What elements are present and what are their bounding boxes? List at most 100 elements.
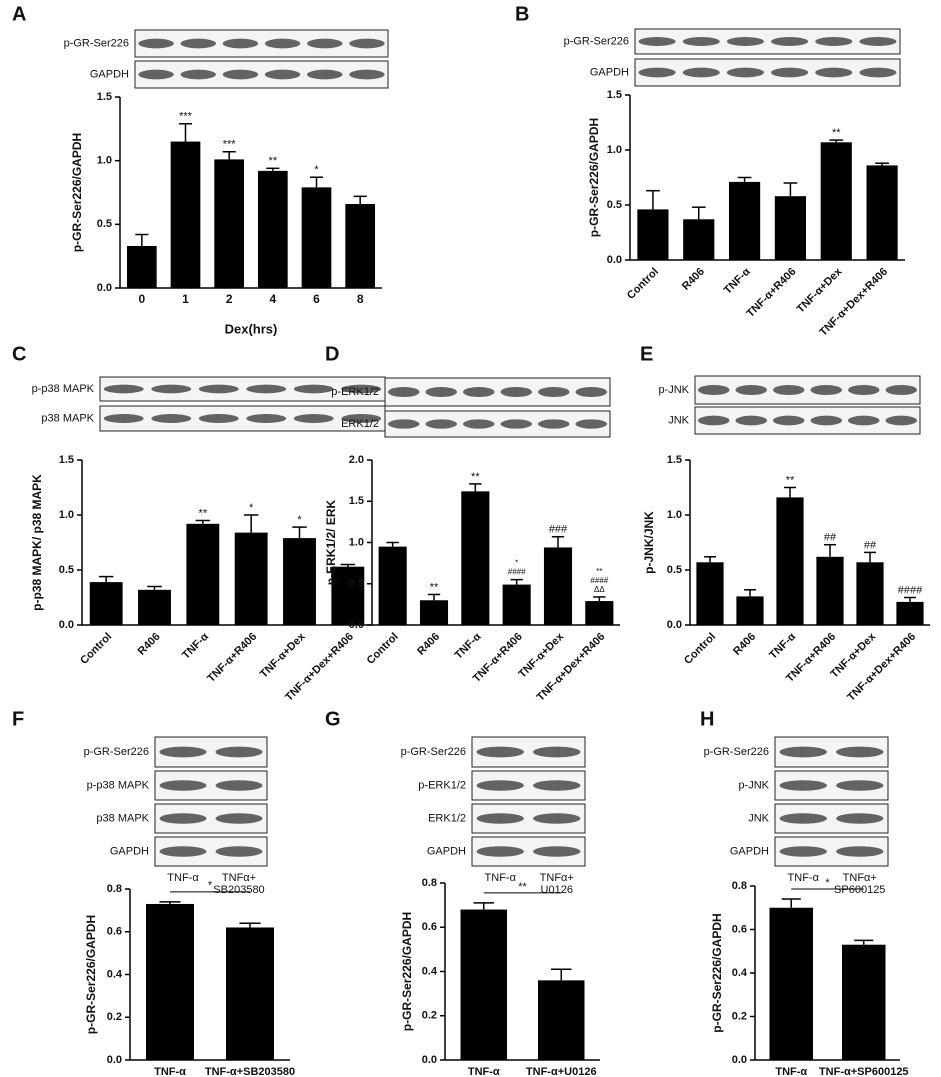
blot-label: p-ERK1/2 <box>418 779 466 791</box>
x-axis-label: Dex(hrs) <box>225 321 278 336</box>
y-tick-label: 0.8 <box>422 877 437 889</box>
x-tick-label: TNF-α <box>775 1066 807 1077</box>
significance-mark: ** <box>269 155 278 167</box>
blot-band <box>138 38 174 49</box>
blot-band <box>885 384 917 396</box>
blot-band <box>103 384 144 394</box>
significance-mark: ** <box>430 581 439 593</box>
significance-mark: ** <box>471 471 480 483</box>
y-tick-label: 0.0 <box>732 1054 747 1066</box>
blot-band <box>138 69 174 80</box>
blot-band <box>425 419 457 429</box>
blot-label: GAPDH <box>90 68 129 80</box>
blot-band <box>885 415 917 426</box>
blot-band <box>425 386 457 398</box>
x-tick-label: R406 <box>136 631 163 658</box>
blot-band <box>726 37 764 46</box>
blot-band <box>638 37 676 46</box>
x-tick-label: TNF-α <box>453 631 484 662</box>
blot-frame <box>134 29 389 58</box>
blot-band <box>810 384 842 396</box>
blot-band <box>349 69 385 80</box>
x-tick-label: Control <box>625 266 661 302</box>
blot-band <box>682 67 720 78</box>
significance-mark: * <box>208 880 213 892</box>
bar <box>283 538 316 625</box>
y-axis-label: p-GR-Ser226/GAPDH <box>400 912 414 1031</box>
blot-band <box>151 384 192 394</box>
bar <box>769 907 813 1060</box>
bar <box>419 600 449 625</box>
x-tick-label: TNF-α <box>468 1066 500 1077</box>
lane-label: TNF-α <box>167 872 199 884</box>
blot-band <box>388 419 420 429</box>
significance-mark: *** <box>179 111 193 123</box>
y-tick-label: 0.2 <box>107 1011 122 1023</box>
y-tick-label: 1.0 <box>97 155 112 167</box>
lane-label: SB203580 <box>213 884 264 896</box>
significance-mark: ** <box>596 567 602 576</box>
x-tick-label: R406 <box>415 631 442 658</box>
y-axis-label: p-JNK/JNK <box>642 511 656 574</box>
significance-mark: * <box>314 164 319 176</box>
blot-band <box>779 813 827 824</box>
y-tick-label: 0.0 <box>422 1054 437 1066</box>
x-tick-label: TNF-α+U0126 <box>526 1066 597 1077</box>
x-tick-label: Control <box>365 631 401 667</box>
bar <box>461 491 490 625</box>
blot-band <box>698 415 730 426</box>
y-tick-label: 1.0 <box>667 509 682 521</box>
y-tick-label: 0.0 <box>107 1054 122 1066</box>
y-tick-label: 0.2 <box>732 1010 747 1022</box>
bar <box>226 927 274 1060</box>
x-tick-label: TNF-α+Dex+R406 <box>845 631 918 704</box>
x-tick-label: TNF-α <box>722 266 753 297</box>
blot-band <box>151 414 192 423</box>
blot-frame <box>634 28 901 55</box>
bar <box>138 589 171 625</box>
blot-band <box>848 415 880 426</box>
y-tick-label: 0.0 <box>607 254 622 266</box>
y-tick-label: 1.0 <box>607 144 622 156</box>
x-tick-label: 0 <box>138 292 145 306</box>
y-tick-label: 0.5 <box>667 564 682 576</box>
blot-band <box>533 746 581 758</box>
blot-band <box>575 386 607 398</box>
significance-mark: ΔΔ <box>594 585 605 594</box>
blot-band <box>198 414 239 423</box>
blot-band <box>779 746 827 758</box>
bar <box>774 196 806 260</box>
x-tick-label: TNF-α+SB203580 <box>205 1066 295 1077</box>
blot-frame <box>99 405 386 432</box>
y-axis-label: p-GR-Ser226/GAPDH <box>84 915 98 1034</box>
significance-mark: #### <box>590 576 608 585</box>
bar <box>502 584 531 625</box>
x-tick-label: TNF-α+R406 <box>205 631 259 685</box>
significance-mark: ### <box>549 524 568 536</box>
significance-mark: ** <box>518 881 527 893</box>
x-tick-label: TNF-α+R406 <box>744 266 798 320</box>
blot-label: p-JNK <box>738 779 769 791</box>
blot-band <box>222 38 259 49</box>
blot-band <box>815 67 853 78</box>
x-tick-label: Control <box>78 631 114 667</box>
y-axis-label: p-GR-Ser226/GAPDH <box>587 118 601 237</box>
bar <box>170 141 201 288</box>
blot-band <box>726 67 764 78</box>
bar <box>234 532 268 625</box>
significance-mark: ** <box>199 507 208 519</box>
blot-frame <box>634 58 901 87</box>
panel-letter: B <box>515 3 529 25</box>
blot-band <box>859 67 897 78</box>
bar <box>776 497 804 625</box>
significance-mark: ** <box>832 127 841 139</box>
bar <box>696 562 724 625</box>
blot-band <box>307 38 343 49</box>
blot-band <box>293 414 334 423</box>
y-tick-label: 0.0 <box>59 619 74 631</box>
y-tick-label: 0.5 <box>59 564 74 576</box>
blot-frame <box>694 406 921 435</box>
blot-band <box>180 69 216 80</box>
y-tick-label: 0.6 <box>732 923 747 935</box>
